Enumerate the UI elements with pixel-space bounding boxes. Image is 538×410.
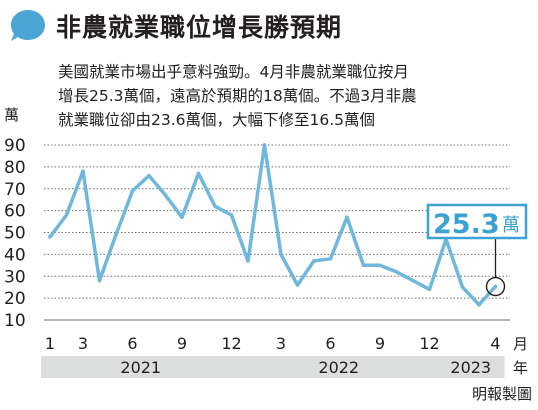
- x-tick-label: 12: [221, 334, 241, 353]
- description-line-2: 增長25.3萬個，遠高於預期的18萬個。不過3月非農: [58, 87, 417, 105]
- data-point: [477, 302, 481, 307]
- x-tick-label: 1: [45, 334, 55, 353]
- y-tick-label: 30: [4, 267, 26, 287]
- y-tick-label: 20: [4, 289, 26, 309]
- x-tick-label: 3: [276, 334, 286, 353]
- y-tick-label: 60: [4, 202, 26, 222]
- data-point: [229, 213, 234, 217]
- data-point: [114, 232, 118, 237]
- data-point: [295, 283, 300, 287]
- highlight-unit-label: 萬: [502, 215, 520, 236]
- data-point: [279, 252, 283, 257]
- y-tick-label: 90: [4, 136, 26, 156]
- y-axis-unit: 萬: [4, 106, 19, 124]
- year-label: 2022: [318, 358, 359, 377]
- y-tick-label: 80: [4, 158, 26, 178]
- highlight-value-label: 25.3: [433, 209, 500, 240]
- speech-bubble-icon: [11, 10, 45, 41]
- data-point: [312, 259, 316, 263]
- data-point: [196, 171, 201, 176]
- year-bands: 2021 2022 2023: [41, 356, 505, 378]
- data-point: [493, 284, 498, 289]
- data-point: [262, 143, 267, 147]
- y-tick-label: 50: [4, 224, 26, 244]
- callout-box: [426, 203, 528, 240]
- y-tick-label: 10: [4, 311, 26, 331]
- x-tick-label: 6: [325, 334, 335, 353]
- title-row: 非農就業職位增長勝預期: [8, 6, 342, 46]
- data-point: [163, 193, 168, 198]
- data-point: [48, 235, 52, 239]
- data-point: [394, 270, 399, 274]
- year-band: [41, 356, 241, 378]
- data-point: [361, 263, 366, 268]
- page-title: 非農就業職位增長勝預期: [56, 13, 343, 42]
- y-tick-label: 40: [4, 245, 26, 265]
- year-unit: 年: [513, 359, 528, 377]
- description-line-3: 就業職位卻由23.6萬個，大幅下修至16.5萬個: [58, 111, 376, 129]
- credit-label: 明報製圖: [471, 385, 532, 403]
- x-tick-label: 9: [177, 334, 187, 353]
- x-tick-label: 9: [375, 334, 385, 353]
- year-band: [437, 356, 505, 378]
- data-point: [246, 259, 250, 263]
- data-point: [460, 285, 465, 289]
- data-point: [81, 169, 85, 174]
- data-point: [97, 278, 102, 283]
- y-tick-label: 70: [4, 180, 26, 200]
- data-point: [328, 256, 333, 261]
- x-tick-label: 4: [490, 334, 500, 353]
- data-point: [213, 204, 217, 209]
- data-point: [427, 287, 432, 292]
- data-point: [147, 173, 151, 178]
- x-tick-label: 6: [127, 334, 137, 353]
- year-label: 2023: [450, 358, 491, 377]
- highlight-callout: 25.3 萬: [426, 203, 528, 297]
- series-line: [48, 143, 498, 307]
- x-tick-label: 12: [419, 334, 439, 353]
- year-band: [239, 356, 439, 378]
- grid-lines: [44, 144, 510, 321]
- x-axis-ticks: 1 3 6 9 12 3 6 9 12 4: [45, 334, 501, 353]
- data-point: [64, 213, 69, 217]
- x-axis-unit: 月: [513, 335, 528, 353]
- data-point: [411, 278, 415, 283]
- data-point: [345, 215, 349, 219]
- data-point: [378, 263, 382, 268]
- year-label: 2021: [120, 358, 161, 377]
- description-line-1: 美國就業市場出乎意料強勁。4月非農就業職位按月: [58, 63, 409, 81]
- data-point: [180, 215, 184, 219]
- x-tick-label: 3: [78, 334, 88, 353]
- data-point: [130, 189, 135, 193]
- description-text: 美國就業市場出乎意料強勁。4月非農就業職位按月 增長25.3萬個，遠高於預期的1…: [58, 60, 528, 132]
